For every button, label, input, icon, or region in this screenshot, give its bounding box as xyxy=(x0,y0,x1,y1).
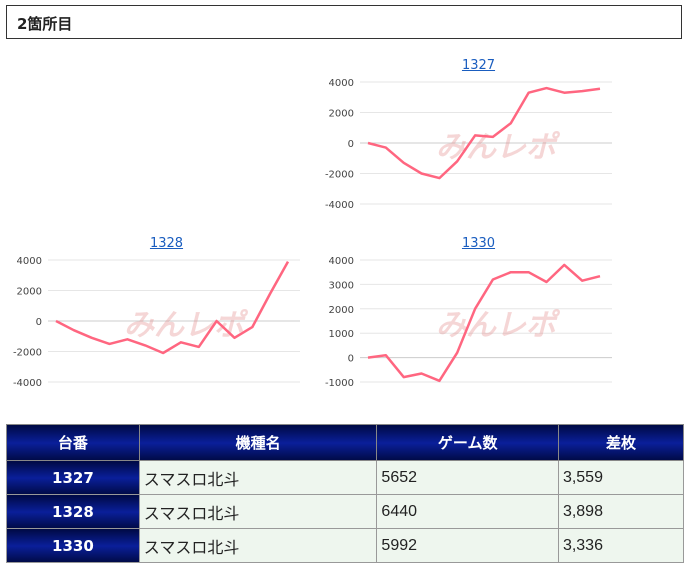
y-tick-label: 1000 xyxy=(329,329,354,340)
chart-title-1328[interactable]: 1328 xyxy=(149,236,184,251)
y-tick-label: 2000 xyxy=(329,305,354,316)
y-tick-label: -2000 xyxy=(325,170,354,181)
y-tick-label: -4000 xyxy=(325,200,354,211)
table-row[interactable]: 1328 スマスロ北斗 6440 3,898 xyxy=(6,494,685,529)
row-id: 1328 xyxy=(6,494,140,529)
row-machine: スマスロ北斗 xyxy=(138,528,378,563)
watermark-logo: みんレポ xyxy=(124,308,249,343)
y-tick-label: 2000 xyxy=(17,287,42,298)
y-tick-label: -2000 xyxy=(13,348,42,359)
chart-1327: 4000 2000 0 -2000 -4000 みんレポ xyxy=(325,78,612,211)
y-tick-label: 4000 xyxy=(329,256,354,267)
watermark-logo: みんレポ xyxy=(436,130,561,165)
row-diff: 3,559 xyxy=(557,460,685,495)
chart-title-1330[interactable]: 1330 xyxy=(461,236,496,251)
table-header-row: 台番 機種名 ゲーム数 差枚 xyxy=(6,424,685,461)
chart-title-1327[interactable]: 1327 xyxy=(461,58,496,73)
y-tick-label: 0 xyxy=(348,354,354,365)
row-diff: 3,336 xyxy=(557,528,685,563)
y-tick-label: 0 xyxy=(36,317,42,328)
table-row[interactable]: 1327 スマスロ北斗 5652 3,559 xyxy=(6,460,685,495)
row-id: 1327 xyxy=(6,460,140,495)
y-tick-label: -1000 xyxy=(325,378,354,389)
y-tick-label: 0 xyxy=(348,139,354,150)
section-header: 2箇所目 xyxy=(6,5,682,39)
y-tick-label: -4000 xyxy=(13,378,42,389)
machine-table: 台番 機種名 ゲーム数 差枚 1327 スマスロ北斗 5652 3,559 13… xyxy=(6,424,685,563)
header-machine: 機種名 xyxy=(138,424,378,461)
series-line xyxy=(367,263,601,383)
header-diff: 差枚 xyxy=(557,424,685,461)
header-games: ゲーム数 xyxy=(376,424,559,461)
y-tick-label: 4000 xyxy=(17,256,42,267)
table-row[interactable]: 1330 スマスロ北斗 5992 3,336 xyxy=(6,528,685,563)
y-tick-label: 2000 xyxy=(329,109,354,120)
row-games: 5652 xyxy=(376,460,559,495)
row-machine: スマスロ北斗 xyxy=(138,460,378,495)
header-id: 台番 xyxy=(6,424,140,461)
y-tick-label: 3000 xyxy=(329,280,354,291)
watermark-logo: みんレポ xyxy=(436,308,561,343)
row-games: 5992 xyxy=(376,528,559,563)
row-id: 1330 xyxy=(6,528,140,563)
chart-1330: 4000 3000 2000 1000 0 -1000 みんレポ xyxy=(325,256,612,389)
y-tick-label: 4000 xyxy=(329,78,354,89)
row-diff: 3,898 xyxy=(557,494,685,529)
row-machine: スマスロ北斗 xyxy=(138,494,378,529)
row-games: 6440 xyxy=(376,494,559,529)
section-title: 2箇所目 xyxy=(17,15,73,33)
series-line xyxy=(367,86,601,180)
series-line xyxy=(55,260,290,355)
chart-1328: 4000 2000 0 -2000 -4000 みんレポ xyxy=(13,256,300,389)
